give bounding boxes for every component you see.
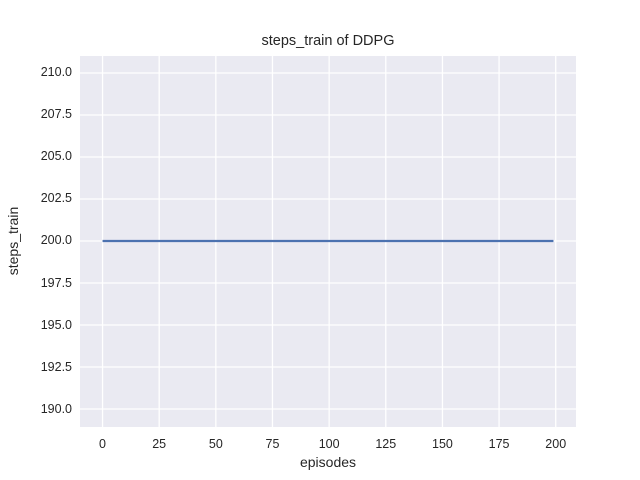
y-tick-label: 205.0 xyxy=(40,149,72,164)
y-tick-label: 195.0 xyxy=(40,317,72,332)
plot-area xyxy=(80,56,576,427)
x-tick-label: 125 xyxy=(375,437,397,451)
x-axis-label: episodes xyxy=(299,454,357,470)
x-tick-label: 25 xyxy=(152,437,167,451)
x-tick-label: 175 xyxy=(488,437,510,451)
x-tick-label: 150 xyxy=(431,437,453,451)
y-tick-label: 202.5 xyxy=(40,191,72,206)
x-tick-label: 200 xyxy=(545,437,567,451)
y-tick-label: 210.0 xyxy=(40,65,72,80)
x-tick-label: 75 xyxy=(265,437,280,451)
y-tick-label: 192.5 xyxy=(40,359,72,374)
x-tick-label: 50 xyxy=(208,437,223,451)
y-tick-label: 207.5 xyxy=(40,107,72,122)
x-tick-label: 100 xyxy=(318,437,340,451)
chart-canvas xyxy=(80,56,576,427)
y-tick-label: 200.0 xyxy=(40,233,72,248)
chart-title: steps_train of DDPG xyxy=(261,33,395,49)
x-tick-label: 0 xyxy=(99,437,107,451)
y-tick-label: 197.5 xyxy=(40,275,72,290)
y-tick-label: 190.0 xyxy=(40,401,72,416)
